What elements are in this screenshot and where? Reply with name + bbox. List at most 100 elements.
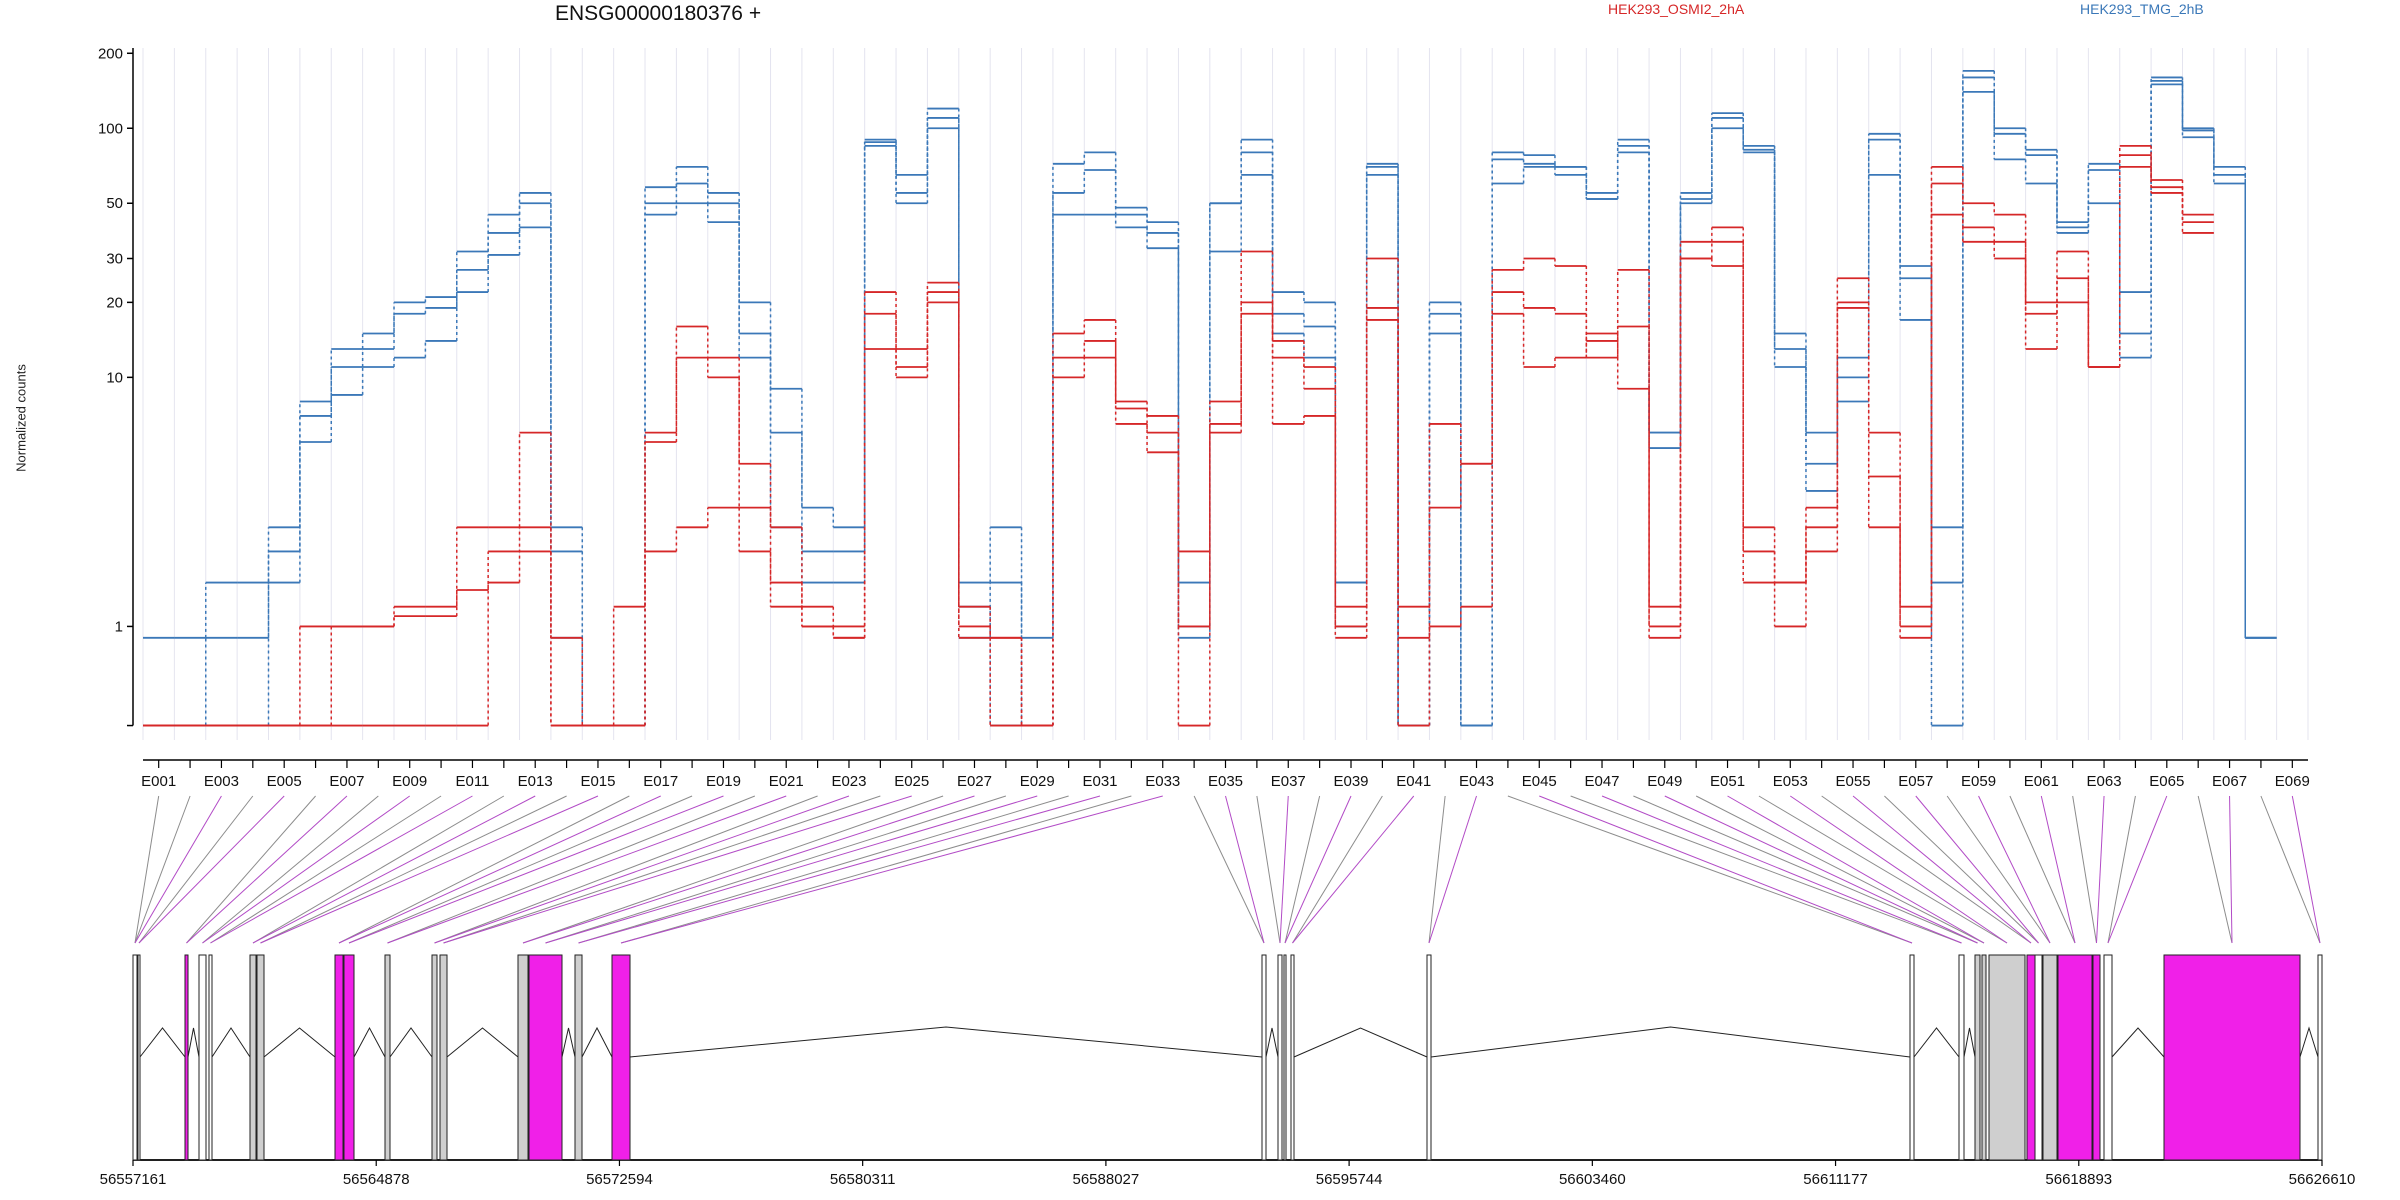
series-5 [143, 154, 2214, 727]
exon-link [2040, 795, 2076, 944]
exon-link [202, 795, 410, 944]
exon-link [260, 795, 567, 944]
intron [211, 1027, 251, 1058]
exon-link [443, 795, 881, 944]
exon-block [2057, 954, 2093, 1161]
y-tick-label: 1 [115, 618, 123, 635]
exon-link [1727, 795, 1985, 944]
exon-link [134, 795, 160, 944]
exon-link [434, 795, 818, 944]
exon-label: E015 [580, 773, 615, 790]
intron [1265, 1027, 1279, 1058]
exon-label: E047 [1584, 773, 1619, 790]
exon-link [186, 795, 316, 944]
exon-block [611, 954, 631, 1161]
exon-block [1988, 954, 2026, 1161]
exon-label: E061 [2024, 773, 2059, 790]
exon-block [1981, 954, 1987, 1161]
exon-link [443, 795, 912, 944]
exon-link [202, 795, 379, 944]
exon-link [1946, 795, 2051, 944]
exon-link [545, 795, 1007, 944]
intron [139, 1027, 186, 1058]
exon-link [138, 795, 254, 944]
exon-block [137, 954, 141, 1161]
exon-link [1256, 795, 1281, 944]
exon-link [348, 795, 724, 944]
intron [1430, 1026, 1911, 1058]
exon-link [1225, 795, 1265, 944]
exon-label: E023 [831, 773, 866, 790]
exon-link [260, 795, 599, 944]
exon-link [2107, 795, 2168, 944]
exon-label: E035 [1208, 773, 1243, 790]
exon-label: E039 [1333, 773, 1368, 790]
exon-block [256, 954, 265, 1161]
exon-label: E027 [957, 773, 992, 790]
exon-block [1290, 954, 1295, 1161]
exon-link [522, 795, 944, 944]
exon-link [578, 795, 1101, 944]
exon-link [620, 795, 1132, 944]
gene-model [132, 954, 2323, 1161]
exon-link [2096, 795, 2105, 944]
y-tick-label: 100 [98, 120, 123, 137]
legend-osmi2: HEK293_OSMI2_2hA [1608, 1, 1745, 17]
intron [446, 1027, 519, 1058]
y-axis: 200 100 50 30 20 10 1 [98, 45, 134, 727]
exon-block [2103, 954, 2113, 1161]
exon-link [2260, 795, 2321, 944]
genome-tick-label: 56588027 [1073, 1171, 1140, 1188]
exon-label: E029 [1020, 773, 1055, 790]
exon-block [384, 954, 391, 1161]
exon-block [2026, 954, 2036, 1161]
exon-connectors [134, 795, 2321, 944]
exon-block [2042, 954, 2058, 1161]
exon-link [1915, 795, 2039, 944]
intron [187, 1027, 200, 1058]
exon-link [1193, 795, 1265, 944]
genome-tick-label: 56564878 [343, 1171, 410, 1188]
exon-block [1426, 954, 1432, 1161]
exon-label: E011 [455, 773, 489, 790]
intron [353, 1026, 386, 1058]
exon-block [334, 954, 344, 1161]
exon-label: E049 [1647, 773, 1682, 790]
exon-label: E025 [894, 773, 929, 790]
intron [581, 1026, 613, 1058]
exon-gridlines [142, 48, 2309, 740]
exon-link [338, 795, 661, 944]
intron [629, 1026, 1263, 1058]
exon-label: E053 [1773, 773, 1808, 790]
exon-block [2034, 954, 2043, 1161]
exon-axis: E001 E003 E005 E007 E009 E011 E013 E015 E017 E019… [141, 759, 2310, 790]
intron [1293, 1027, 1428, 1058]
exon-label: E001 [141, 773, 176, 790]
exon-link [578, 795, 1069, 944]
exon-block [208, 954, 213, 1161]
exon-label: E013 [518, 773, 553, 790]
exon-link [1884, 795, 2039, 944]
y-tick-label: 200 [98, 45, 123, 62]
exon-link [1284, 795, 1352, 944]
exon-link [1292, 795, 1383, 944]
genome-tick-label: 56595744 [1316, 1171, 1383, 1188]
exon-link [1284, 795, 1321, 944]
y-tick-label: 30 [106, 251, 123, 268]
exon-link [210, 795, 442, 944]
exon-link [1633, 795, 1978, 944]
exon-link [1821, 795, 2032, 944]
exon-link [138, 795, 285, 944]
exon-label: E051 [1710, 773, 1745, 790]
exon-block [132, 954, 138, 1161]
genome-tick-label: 56626610 [2289, 1171, 2356, 1188]
exon-label: E021 [769, 773, 804, 790]
intron [263, 1027, 336, 1058]
intron [2299, 1026, 2319, 1058]
exon-link [1292, 795, 1415, 944]
intron [389, 1027, 433, 1058]
exon-link [1428, 795, 1446, 944]
exon-link [1601, 795, 1962, 944]
series-lines [143, 69, 2277, 727]
